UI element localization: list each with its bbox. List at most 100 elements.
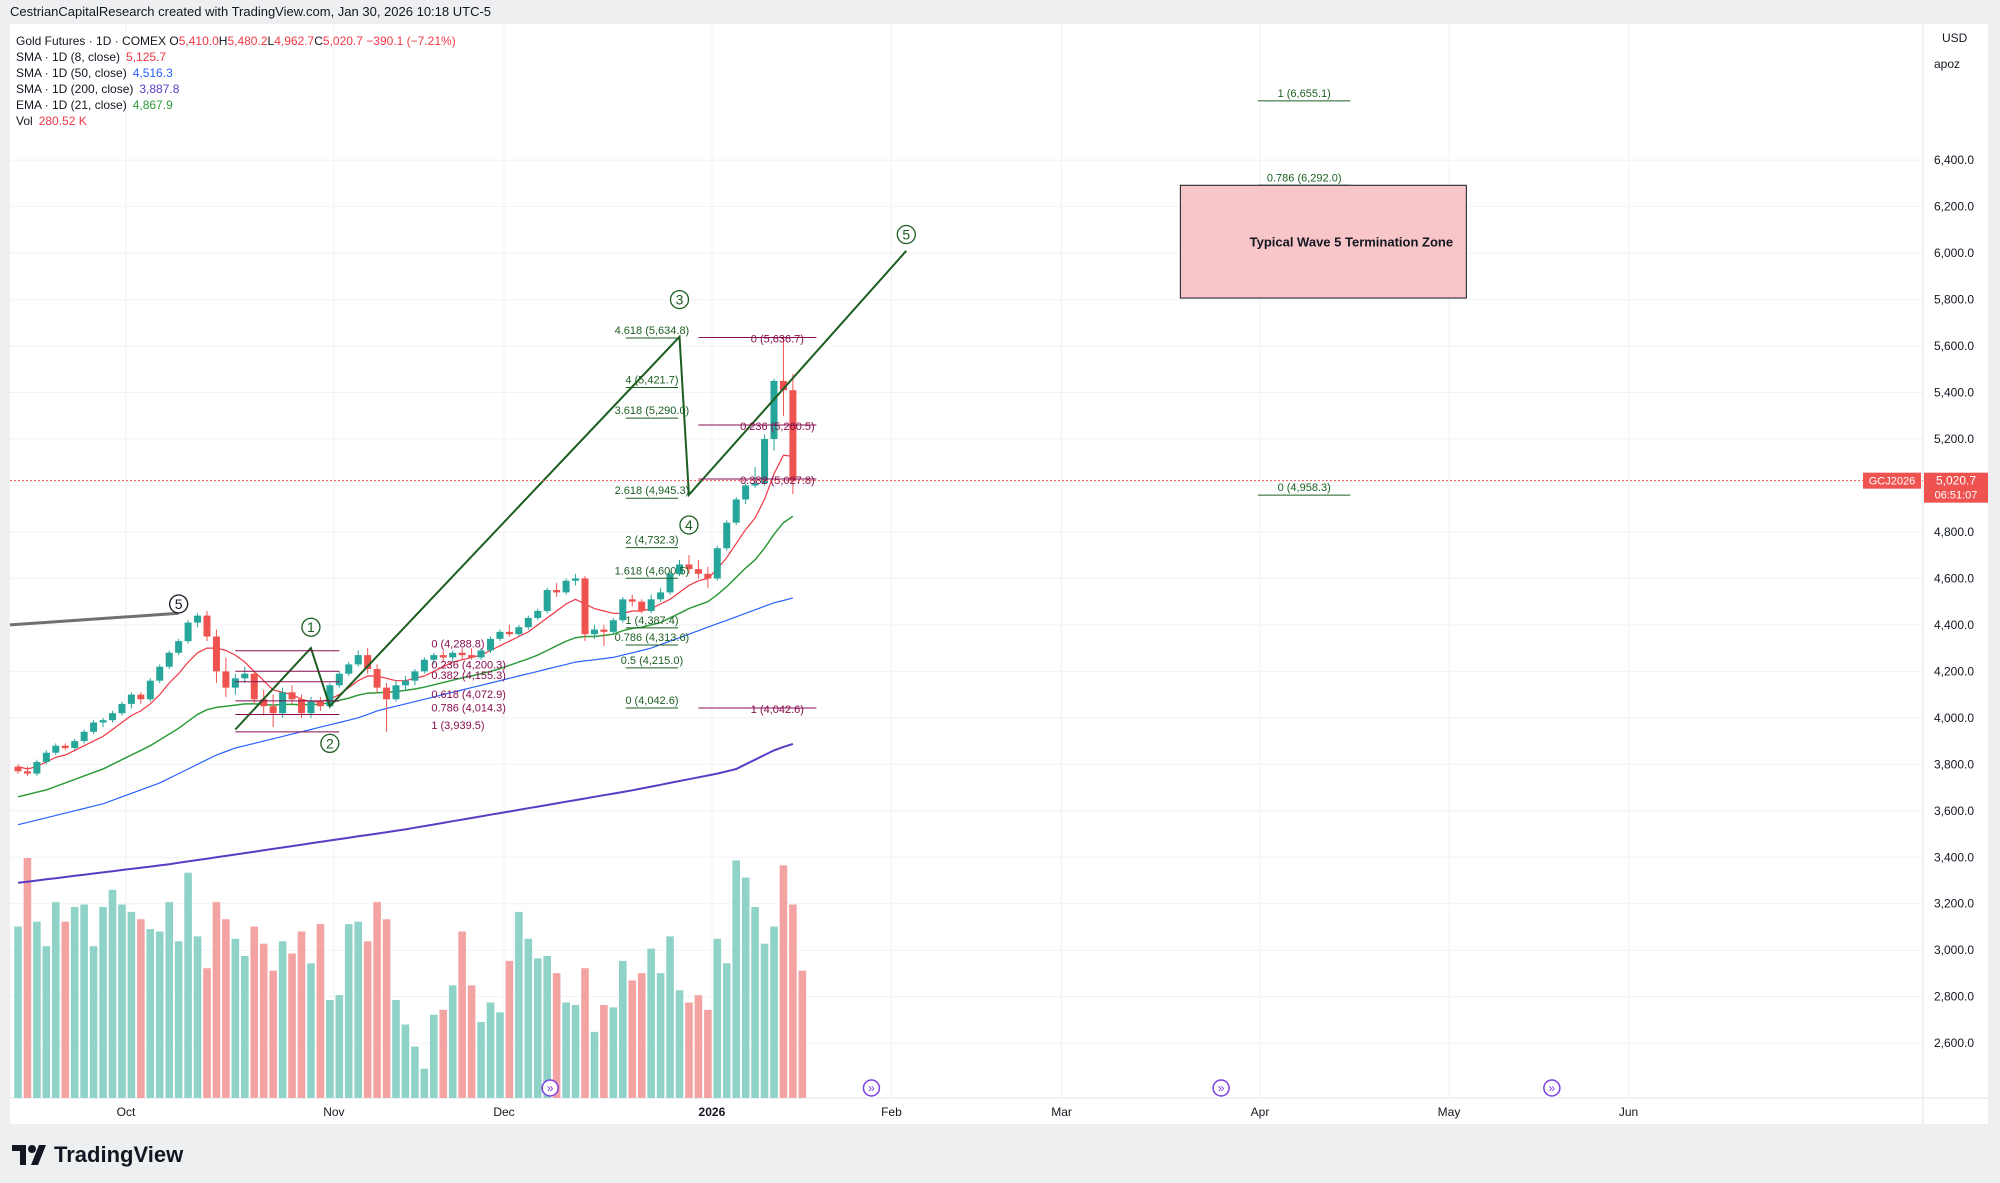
volume-bar bbox=[789, 904, 797, 1098]
indicator-row[interactable]: Vol 280.52 K bbox=[16, 113, 456, 129]
volume-bar bbox=[288, 953, 296, 1098]
volume-bar bbox=[401, 1024, 410, 1098]
termination-zone bbox=[1179, 184, 1467, 299]
candle-body bbox=[572, 578, 580, 581]
candle-body bbox=[524, 617, 532, 628]
symbol-title: Gold Futures · 1D · COMEX bbox=[16, 34, 167, 48]
candle-body bbox=[345, 664, 353, 674]
candle-body bbox=[33, 761, 41, 774]
indicator-label: SMA · 1D (200, close) bbox=[16, 82, 134, 96]
volume-bar bbox=[515, 911, 523, 1098]
indicator-row[interactable]: SMA · 1D (50, close) 4,516.3 bbox=[16, 65, 456, 81]
candle-body bbox=[449, 652, 457, 658]
last-price-label: 5,020.7 bbox=[1936, 474, 1976, 488]
candle-body bbox=[543, 590, 551, 611]
volume-bar bbox=[704, 1009, 712, 1098]
x-tick-label: Apr bbox=[1251, 1105, 1270, 1119]
y-tick-label: 4,200.0 bbox=[1934, 664, 1974, 678]
volume-bar bbox=[685, 1002, 693, 1098]
candle-body bbox=[713, 548, 721, 579]
volume-bar bbox=[571, 1004, 580, 1098]
event-marker-glyph: » bbox=[1218, 1081, 1225, 1095]
indicator-row[interactable]: SMA · 1D (200, close) 3,887.8 bbox=[16, 81, 456, 97]
fib-ext-label: 4.618 (5,634.8) bbox=[615, 325, 690, 337]
fib-ext-label: 0 (4,042.6) bbox=[625, 695, 678, 707]
wave-label-circle bbox=[320, 733, 340, 754]
wave-label: 5 bbox=[902, 227, 910, 243]
candle-body bbox=[430, 655, 438, 660]
event-marker-icon[interactable] bbox=[1212, 1079, 1230, 1097]
candle-body bbox=[326, 685, 334, 707]
x-tick-label: Mar bbox=[1051, 1105, 1072, 1119]
y-tick-label: 4,600.0 bbox=[1934, 571, 1974, 585]
ohlc-value-h: 5,480.2 bbox=[227, 34, 268, 48]
volume-bar bbox=[486, 1002, 495, 1098]
chart-frame[interactable]: USD apoz 2,600.0 2,800.0 3,000.0 3,200.0 3,400… bbox=[10, 24, 1988, 1124]
volume-bar bbox=[363, 941, 372, 1098]
y-tick-label: 3,200.0 bbox=[1934, 897, 1974, 911]
candle-body bbox=[156, 666, 164, 681]
event-marker-glyph: » bbox=[1549, 1081, 1556, 1095]
candle-body bbox=[298, 699, 305, 714]
y-tick-label: 2,800.0 bbox=[1934, 990, 1974, 1004]
legend-title-row: Gold Futures · 1D · COMEX O5,410.0H5,480… bbox=[16, 33, 456, 49]
candle-body bbox=[231, 678, 239, 688]
y-tick-label: 3,800.0 bbox=[1934, 757, 1974, 771]
brand[interactable]: TradingView bbox=[12, 1140, 183, 1170]
y-tick-label: 6,000.0 bbox=[1934, 246, 1974, 260]
event-marker-glyph: » bbox=[868, 1081, 875, 1095]
candle-body bbox=[468, 655, 476, 658]
wave-label: 5 bbox=[175, 596, 183, 612]
attribution-bar: CestrianCapitalResearch created with Tra… bbox=[0, 0, 2000, 24]
ohlc-key-c: C bbox=[314, 34, 323, 48]
event-marker-icon[interactable] bbox=[541, 1079, 559, 1097]
y-tick-label: 3,600.0 bbox=[1934, 804, 1974, 818]
candle-body bbox=[723, 522, 731, 549]
fib-ext-label: 3.618 (5,290.0) bbox=[615, 405, 690, 417]
fib-ext-label: 2.618 (4,945.3) bbox=[615, 485, 690, 497]
y-tick-label: 4,400.0 bbox=[1934, 618, 1974, 632]
volume-bar bbox=[411, 1046, 419, 1098]
ema21-line bbox=[17, 515, 794, 798]
volume-bar bbox=[619, 960, 627, 1098]
volume-bar bbox=[354, 921, 362, 1098]
volume-bar bbox=[609, 1007, 618, 1098]
candle-body bbox=[288, 692, 296, 700]
candle-body bbox=[118, 703, 126, 714]
volume-bar bbox=[118, 904, 126, 1098]
fib-left-label: 0.618 (4,072.9) bbox=[431, 689, 506, 701]
volume-bar bbox=[307, 963, 315, 1098]
indicator-label: SMA · 1D (50, close) bbox=[16, 66, 127, 80]
volume-bar bbox=[420, 1068, 429, 1098]
volume-bar bbox=[146, 929, 155, 1098]
ohlc-value-c: 5,020.7 bbox=[322, 34, 363, 48]
candle-body bbox=[638, 601, 646, 611]
volume-bar bbox=[250, 926, 259, 1098]
candle-body bbox=[761, 439, 769, 484]
indicator-row[interactable]: EMA · 1D (21, close) 4,867.9 bbox=[16, 97, 456, 113]
chart-canvas[interactable]: USD apoz 2,600.0 2,800.0 3,000.0 3,200.0 3,400… bbox=[10, 24, 1988, 1124]
event-marker-icon[interactable] bbox=[862, 1079, 881, 1097]
y-tick-label: 3,000.0 bbox=[1934, 943, 1974, 957]
volume-bar bbox=[61, 921, 70, 1098]
volume-bar bbox=[722, 963, 731, 1098]
volume-bar bbox=[779, 865, 788, 1098]
termination-zone-label: Typical Wave 5 Termination Zone bbox=[1250, 235, 1453, 250]
attribution-text: CestrianCapitalResearch created with Tra… bbox=[10, 4, 492, 19]
prior-trend-line bbox=[10, 611, 179, 627]
candle-body bbox=[203, 615, 211, 637]
candle-body bbox=[146, 680, 154, 700]
indicator-row[interactable]: SMA · 1D (8, close) 5,125.7 bbox=[16, 49, 456, 65]
ohlc-key-l: L bbox=[267, 34, 275, 48]
event-marker-icon[interactable] bbox=[1543, 1079, 1561, 1097]
candle-body bbox=[704, 573, 712, 579]
volume-bar bbox=[496, 1012, 504, 1098]
candle-body bbox=[373, 669, 381, 688]
indicator-value: 3,887.8 bbox=[139, 82, 180, 96]
volume-bar bbox=[127, 911, 136, 1098]
x-tick-label: 2026 bbox=[699, 1105, 726, 1119]
wave-label: 1 bbox=[307, 619, 315, 635]
volume-bar bbox=[89, 946, 98, 1098]
candle-body bbox=[515, 627, 523, 635]
candle-body bbox=[71, 741, 79, 749]
